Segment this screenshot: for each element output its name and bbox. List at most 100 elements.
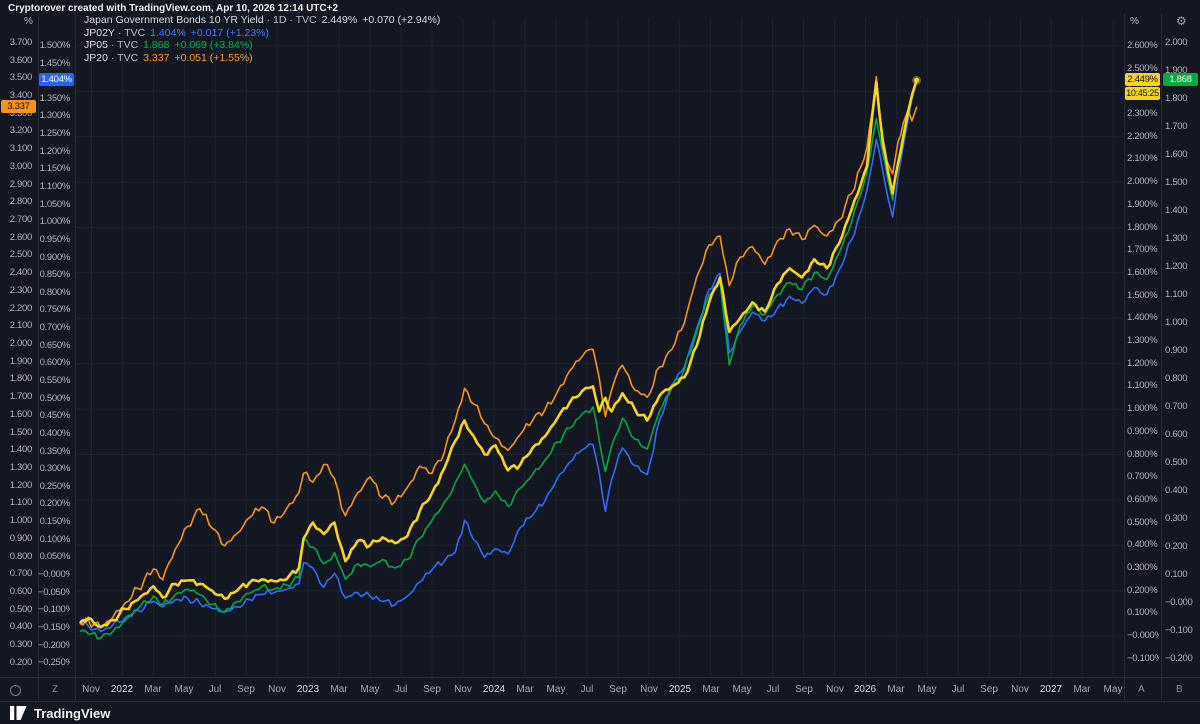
axis-tick: 1.300% — [39, 110, 70, 122]
axis-tick: 3.400 — [9, 90, 32, 102]
time-axis[interactable]: Z A B Nov 2022 Mar May Jul Sep Nov 2023 Mar May Ju… — [0, 677, 1200, 701]
chart-plot-area[interactable] — [76, 18, 1124, 677]
axis-tick: 2.500% — [1127, 62, 1158, 74]
time-tick: Jul — [394, 684, 408, 695]
price-label: 2.449% — [1125, 73, 1160, 86]
axis-tick: 1.100% — [39, 180, 70, 192]
legend-row-jp05[interactable]: JP05 · TVC 1.868 +0.069 (+3.84%) — [84, 39, 440, 52]
axis-tick: 0.450% — [39, 410, 70, 422]
axis-tick: 2.700 — [9, 214, 32, 226]
scale-badge-z[interactable]: Z — [52, 684, 59, 695]
axis-tick: 1.700% — [1127, 244, 1158, 256]
axis-tick: 1.700 — [9, 391, 32, 403]
axis-tick: 1.000 — [1165, 316, 1188, 328]
axis-tick: −0.050% — [38, 586, 70, 598]
last-price-dot — [914, 77, 920, 83]
countdown-label: 10:45:25 — [1125, 87, 1160, 100]
time-tick: Mar — [1073, 684, 1091, 695]
scale-badge-b[interactable]: B — [1176, 684, 1183, 695]
axis-tick: 1.900% — [1127, 198, 1158, 210]
axis-tick: 1.800 — [9, 373, 32, 385]
axis-tick: 3.000 — [9, 160, 32, 172]
axis-tick: 1.500% — [1127, 289, 1158, 301]
legend-row-jp20[interactable]: JP20 · TVC 3.337 +0.051 (+1.55%) — [84, 51, 440, 65]
axis-tick: 0.400 — [1165, 485, 1188, 497]
time-tick: Mar — [144, 684, 162, 695]
axis-tick: 0.550% — [39, 375, 70, 387]
axis-tick: 2.400 — [9, 267, 32, 279]
axis-tick: 2.300 — [9, 284, 32, 296]
axis-tick: 1.600 — [9, 408, 32, 420]
symbol-title: JP02Y — [84, 26, 115, 39]
time-tick: May — [360, 684, 380, 695]
legend: Japan Government Bonds 10 YR Yield · 1D ·… — [84, 14, 440, 65]
axis-tick: 0.900% — [1127, 425, 1158, 437]
axis-tick: 0.250% — [39, 480, 70, 492]
time-tick: Nov — [454, 684, 472, 695]
price-scale-jp20[interactable]: 3.700 3.600 3.500 3.400 3.300 3.200 3.100 3.000… — [0, 0, 38, 700]
axis-tick: 0.400 — [9, 621, 32, 633]
axis-tick: 0.150% — [39, 516, 70, 528]
change-value: +0.051 (+1.55%) — [174, 51, 253, 64]
time-tick: Jul — [580, 684, 594, 695]
scale-badge-a[interactable]: A — [1138, 684, 1145, 695]
axis-tick: 2.600 — [9, 231, 32, 243]
time-tick: 2026 — [853, 684, 877, 695]
time-tick: Mar — [516, 684, 534, 695]
axis-tick: 2.100% — [1127, 153, 1158, 165]
axis-tick: 1.600 — [1165, 148, 1188, 160]
price-label: 1.868 — [1163, 73, 1198, 86]
axis-tick: 0.850% — [39, 269, 70, 281]
axis-tick: 0.600 — [9, 585, 32, 597]
axis-tick: 0.600 — [1165, 429, 1188, 440]
axis-tick: 1.450% — [39, 57, 70, 69]
symbol-meta: · TVC — [110, 51, 139, 64]
legend-main-row[interactable]: Japan Government Bonds 10 YR Yield · 1D ·… — [84, 14, 440, 27]
price-scale-jp10y[interactable]: 2.600%2.500%2.400%2.300%2.200%2.100%2.00… — [1124, 0, 1162, 700]
axis-tick: 1.000% — [1127, 403, 1158, 415]
gear-icon[interactable]: ⚙ — [1176, 14, 1187, 28]
axis-tick: 0.600% — [1127, 493, 1158, 505]
price-scale-jp05[interactable]: 2.000 1.900 1.800 1.700 1.600 1.500 1.400 1.300… — [1162, 0, 1200, 700]
change-value: +0.069 (+3.84%) — [174, 39, 253, 51]
tradingview-branding[interactable]: TradingView — [10, 706, 110, 721]
axis-tick: 0.900 — [1165, 344, 1188, 356]
axis-tick: 0.900% — [39, 251, 70, 263]
axis-tick: 1.350% — [39, 92, 70, 104]
axis-tick: 1.500 — [1165, 176, 1188, 188]
axis-tick: 1.300% — [1127, 335, 1158, 346]
axis-tick: 3.100 — [9, 143, 32, 155]
axis-tick: 1.200 — [1165, 260, 1188, 272]
symbol-meta: · 1D · TVC — [266, 14, 317, 26]
axis-tick: 1.900 — [1165, 64, 1188, 76]
axis-tick: 1.100 — [9, 497, 32, 509]
axis-tick: 2.200% — [1127, 130, 1158, 142]
percent-mode-toggle-right[interactable]: % — [1130, 16, 1139, 27]
axis-tick: 0.100% — [39, 533, 70, 545]
tradingview-logo-icon — [10, 706, 27, 720]
axis-tick: 0.100% — [1127, 607, 1158, 619]
legend-row-jp02y[interactable]: JP02Y · TVC 1.404% +0.017 (+1.23%) — [84, 26, 440, 40]
percent-mode-toggle-left[interactable]: % — [24, 16, 33, 27]
axis-tick: 0.900 — [9, 532, 32, 544]
chart-canvas — [76, 18, 1124, 677]
axis-tick: 2.800 — [9, 196, 32, 208]
symbol-title: JP05 — [84, 39, 108, 51]
axis-tick: 2.100 — [9, 320, 32, 332]
axis-tick: −0.200% — [38, 639, 70, 651]
axis-tick: 0.200% — [1127, 584, 1158, 596]
time-tick: Sep — [980, 684, 998, 695]
axis-tick: 3.500 — [9, 72, 32, 84]
axis-tick: 1.200% — [1127, 357, 1158, 369]
axis-separator — [1124, 14, 1125, 700]
axis-tick: 1.200% — [39, 145, 70, 157]
price-scale-jp02y[interactable]: 1.500%1.450%1.400%1.350%1.300%1.250%1.20… — [38, 0, 76, 700]
axis-tick: 1.400% — [1127, 312, 1158, 324]
axis-tick: 0.400% — [39, 427, 70, 439]
axis-separator — [38, 14, 39, 700]
axis-tick: −0.000 — [1165, 597, 1193, 609]
time-tick: Jul — [951, 684, 965, 695]
axis-tick: 0.800 — [1165, 372, 1188, 384]
time-tick: Nov — [82, 684, 100, 695]
instrument-scale-icon[interactable] — [10, 685, 21, 696]
